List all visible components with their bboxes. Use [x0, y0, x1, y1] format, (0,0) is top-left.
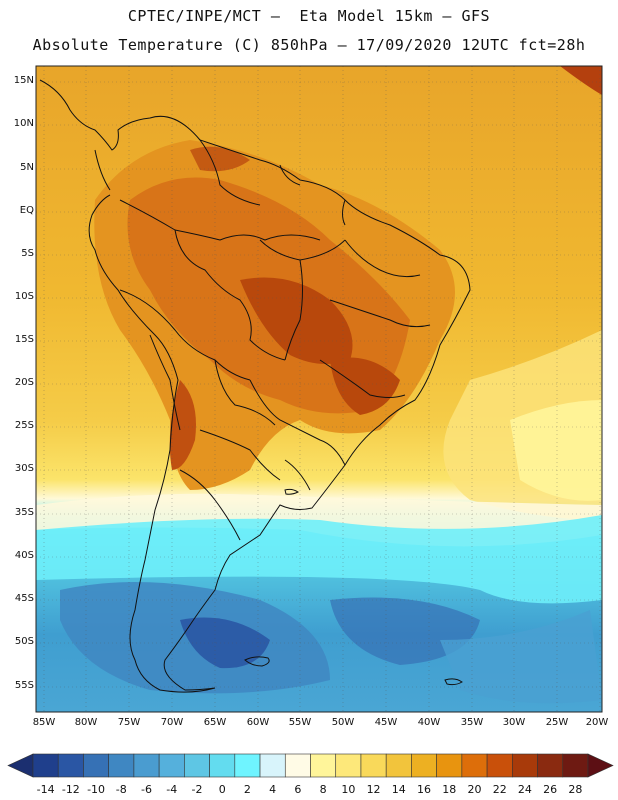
- colorbar-swatch: [512, 753, 538, 778]
- colorbar-swatch: [32, 753, 59, 778]
- lon-label: 30W: [502, 717, 526, 728]
- colorbar-swatch: [436, 753, 463, 778]
- colorbar-label: 12: [366, 783, 381, 796]
- coastline: [39, 79, 471, 693]
- lat-label: 20S: [14, 377, 34, 388]
- colorbar-swatch: [108, 753, 135, 778]
- lat-label: 50S: [14, 636, 34, 647]
- colorbar-swatch: [209, 753, 236, 778]
- colorbar-label: 2: [243, 783, 251, 796]
- colorbar-swatch: [284, 753, 311, 778]
- colorbar-swatch: [537, 753, 564, 778]
- colorbar-swatch: [360, 753, 387, 778]
- colorbar-label: 10: [341, 783, 356, 796]
- colorbar-label: -6: [141, 783, 152, 796]
- colorbar-swatch: [310, 753, 337, 778]
- colorbar-swatch: [562, 753, 589, 778]
- colorbar-label: -12: [61, 783, 80, 796]
- colorbar-label: 28: [568, 783, 583, 796]
- colorbar-label: 18: [442, 783, 457, 796]
- colorbar-label: 16: [417, 783, 432, 796]
- colorbar-swatch: [158, 753, 185, 778]
- colorbar-swatch: [57, 753, 84, 778]
- temperature-field: [36, 66, 602, 712]
- lon-label: 60W: [246, 717, 270, 728]
- colorbar-label: -14: [36, 783, 55, 796]
- colorbar-label: 0: [218, 783, 226, 796]
- lat-label: 30S: [14, 463, 34, 474]
- lat-label: 15N: [13, 75, 34, 86]
- colorbar-swatch: [259, 753, 286, 778]
- colorbar-label: 26: [543, 783, 558, 796]
- lon-label: 70W: [160, 717, 184, 728]
- lon-label: 40W: [417, 717, 441, 728]
- lat-label: 10N: [13, 118, 34, 129]
- lat-label: 55S: [14, 680, 34, 691]
- colorbar-swatch: [411, 753, 437, 778]
- lon-label: 20W: [585, 717, 609, 728]
- colorbar-label: 8: [319, 783, 327, 796]
- lon-label: 65W: [203, 717, 227, 728]
- colorbar-swatch: [83, 753, 109, 778]
- lon-label: 75W: [117, 717, 141, 728]
- colorbar-label: 20: [467, 783, 482, 796]
- colorbar-label: -4: [166, 783, 178, 796]
- colorbar-label: 6: [294, 783, 302, 796]
- lon-label: 55W: [288, 717, 312, 728]
- colorbar-label: 24: [517, 783, 532, 796]
- lat-label: 25S: [14, 420, 34, 431]
- colorbar-label: -2: [191, 783, 203, 796]
- lon-label: 80W: [74, 717, 98, 728]
- colorbar-swatch: [385, 753, 412, 778]
- colorbar-swatch: [184, 753, 210, 778]
- lat-label: EQ: [19, 205, 34, 216]
- colorbar-swatch: [234, 753, 261, 778]
- colorbar-swatch: [335, 753, 362, 778]
- lon-label: 25W: [545, 717, 569, 728]
- colorbar-swatch: [133, 753, 160, 778]
- colorbar-label: 22: [492, 783, 507, 796]
- colorbar: [7, 753, 614, 778]
- lon-label: 45W: [374, 717, 398, 728]
- colorbar-swatch: [461, 753, 488, 778]
- colorbar-label: -10: [87, 783, 106, 796]
- map-title-line2: Absolute Temperature (C) 850hPa – 17/09/…: [32, 36, 586, 54]
- lon-label: 50W: [331, 717, 355, 728]
- lat-label: 45S: [14, 593, 34, 604]
- lat-label: 5S: [21, 248, 34, 259]
- lon-label: 35W: [460, 717, 484, 728]
- lat-label: 15S: [14, 334, 34, 345]
- lat-label: 5N: [20, 162, 34, 173]
- colorbar-label: -8: [115, 783, 127, 796]
- map-frame: [35, 65, 603, 713]
- colorbar-arrow-right: [587, 753, 614, 778]
- map-title-line1: CPTEC/INPE/MCT – Eta Model 15km – GFS: [127, 7, 491, 25]
- colorbar-label: 4: [269, 783, 277, 796]
- lon-label: 85W: [32, 717, 56, 728]
- lat-label: 10S: [14, 291, 34, 302]
- colorbar-arrow-left: [7, 753, 34, 778]
- lat-label: 35S: [14, 507, 34, 518]
- colorbar-label: 14: [391, 783, 406, 796]
- lat-label: 40S: [14, 550, 34, 561]
- colorbar-swatch: [486, 753, 513, 778]
